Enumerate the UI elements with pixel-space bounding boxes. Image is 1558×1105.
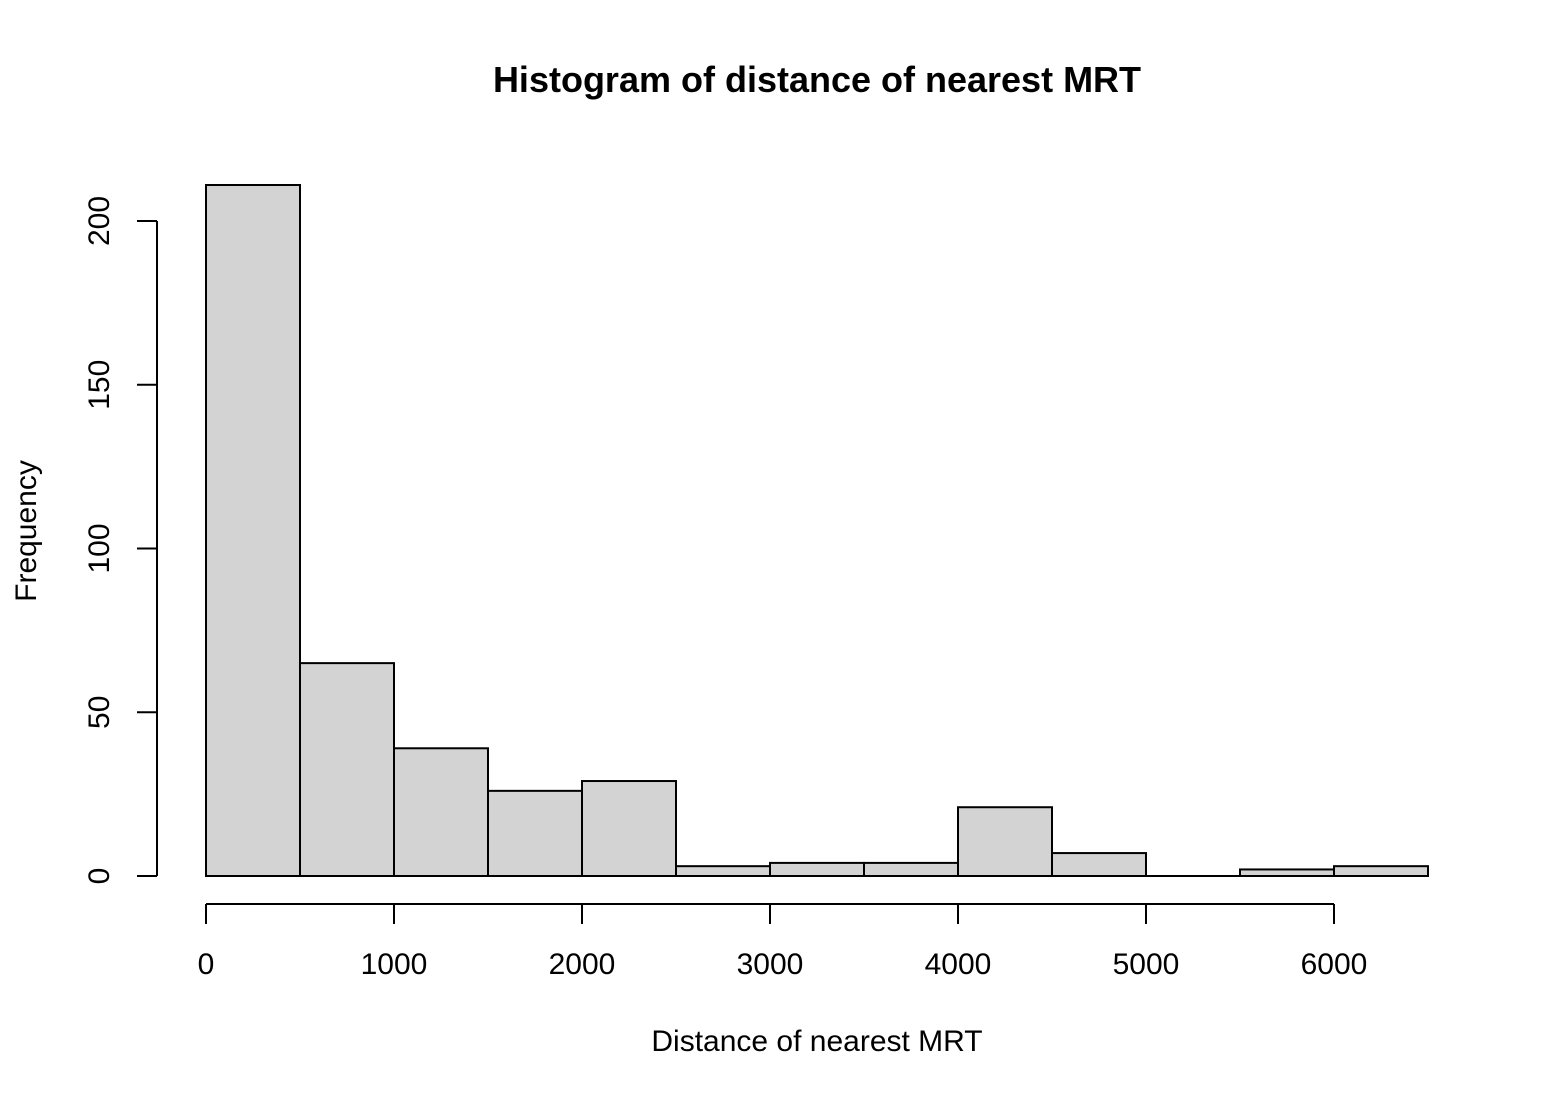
y-tick-label: 100	[83, 523, 116, 573]
x-tick-label: 2000	[549, 948, 616, 981]
histogram-bar-3	[487, 789, 583, 878]
x-tick-label: 6000	[1301, 948, 1368, 981]
y-axis-label: Frequency	[10, 460, 43, 602]
histogram-bar-8	[957, 806, 1053, 877]
x-tick-label: 1000	[361, 948, 428, 981]
histogram-bar-0	[205, 184, 301, 877]
y-tick-label: 200	[83, 196, 116, 246]
histogram-bar-11	[1239, 868, 1335, 878]
y-tick-label: 150	[83, 360, 116, 410]
histogram-bar-7	[863, 861, 959, 877]
x-tick-label: 3000	[737, 948, 804, 981]
x-tick-label: 0	[198, 948, 215, 981]
bars-group	[205, 184, 1429, 878]
y-tick-label: 50	[83, 696, 116, 729]
y-tick-label: 0	[83, 868, 116, 885]
histogram-bar-2	[393, 747, 489, 877]
x-axis-label: Distance of nearest MRT	[651, 1025, 982, 1058]
x-tick-label: 5000	[1113, 948, 1180, 981]
histogram-bar-4	[581, 780, 677, 878]
x-axis: 0 1000 2000 3000 4000 5000 6000	[198, 903, 1368, 981]
x-tick-label: 4000	[925, 948, 992, 981]
histogram-bar-1	[299, 662, 395, 877]
chart-title: Histogram of distance of nearest MRT	[493, 59, 1141, 100]
histogram-bar-9	[1051, 852, 1147, 877]
histogram-bar-5	[675, 865, 771, 877]
histogram-bar-6	[769, 861, 865, 877]
y-axis: 0 50 100 150 200	[83, 196, 158, 885]
histogram-bar-12	[1333, 865, 1429, 877]
